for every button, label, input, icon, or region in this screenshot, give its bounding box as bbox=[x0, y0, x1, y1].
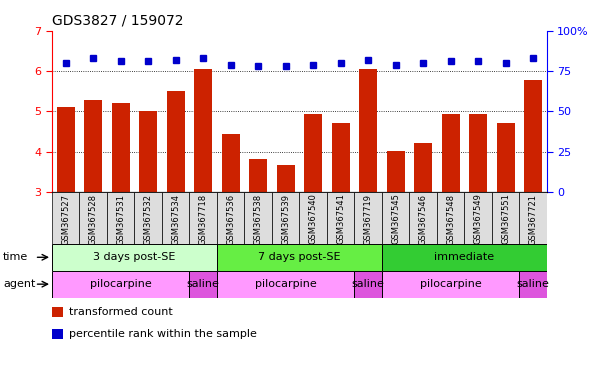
Text: saline: saline bbox=[187, 279, 219, 289]
Text: GSM367528: GSM367528 bbox=[89, 194, 98, 245]
Bar bbox=[52, 271, 189, 298]
Bar bbox=[359, 70, 377, 192]
Text: 7 days post-SE: 7 days post-SE bbox=[258, 252, 341, 262]
Text: pilocarpine: pilocarpine bbox=[420, 279, 481, 289]
Bar bbox=[519, 271, 547, 298]
Bar bbox=[277, 165, 295, 192]
Bar bbox=[52, 306, 63, 317]
Text: saline: saline bbox=[517, 279, 549, 289]
Text: pilocarpine: pilocarpine bbox=[90, 279, 152, 289]
Bar bbox=[194, 69, 212, 192]
Bar bbox=[442, 114, 459, 192]
Text: saline: saline bbox=[352, 279, 384, 289]
Text: pilocarpine: pilocarpine bbox=[255, 279, 316, 289]
Text: GSM367536: GSM367536 bbox=[226, 194, 235, 245]
Bar bbox=[414, 143, 432, 192]
Bar bbox=[217, 271, 354, 298]
Text: GSM367540: GSM367540 bbox=[309, 194, 318, 245]
Bar bbox=[327, 192, 354, 244]
Text: GSM367531: GSM367531 bbox=[116, 194, 125, 245]
Text: GSM367534: GSM367534 bbox=[171, 194, 180, 245]
Bar bbox=[244, 192, 272, 244]
Bar bbox=[354, 192, 382, 244]
Bar bbox=[139, 111, 157, 192]
Text: GSM367545: GSM367545 bbox=[391, 194, 400, 245]
Bar bbox=[134, 192, 162, 244]
Text: GSM367721: GSM367721 bbox=[529, 194, 538, 245]
Text: time: time bbox=[3, 252, 28, 262]
Bar bbox=[387, 151, 404, 192]
Bar bbox=[382, 192, 409, 244]
Bar bbox=[112, 103, 130, 192]
Text: GSM367538: GSM367538 bbox=[254, 194, 263, 245]
Bar bbox=[382, 244, 547, 271]
Bar bbox=[409, 192, 437, 244]
Bar bbox=[304, 114, 322, 192]
Bar bbox=[524, 80, 542, 192]
Text: GSM367549: GSM367549 bbox=[474, 194, 483, 245]
Text: GSM367548: GSM367548 bbox=[446, 194, 455, 245]
Bar bbox=[217, 244, 382, 271]
Bar bbox=[469, 114, 487, 192]
Bar bbox=[52, 244, 217, 271]
Text: GSM367719: GSM367719 bbox=[364, 194, 373, 245]
Bar bbox=[52, 192, 79, 244]
Bar bbox=[162, 192, 189, 244]
Bar bbox=[189, 271, 217, 298]
Bar bbox=[217, 192, 244, 244]
Text: 3 days post-SE: 3 days post-SE bbox=[93, 252, 175, 262]
Bar bbox=[464, 192, 492, 244]
Bar bbox=[382, 271, 519, 298]
Bar bbox=[437, 192, 464, 244]
Bar bbox=[107, 192, 134, 244]
Text: immediate: immediate bbox=[434, 252, 494, 262]
Bar bbox=[167, 91, 185, 192]
Text: GSM367541: GSM367541 bbox=[336, 194, 345, 245]
Bar bbox=[222, 134, 240, 192]
Text: GSM367551: GSM367551 bbox=[501, 194, 510, 245]
Bar bbox=[354, 271, 382, 298]
Text: GSM367718: GSM367718 bbox=[199, 194, 208, 245]
Bar bbox=[332, 123, 349, 192]
Bar bbox=[492, 192, 519, 244]
Text: GSM367532: GSM367532 bbox=[144, 194, 153, 245]
Bar bbox=[52, 329, 63, 339]
Bar bbox=[57, 107, 75, 192]
Bar bbox=[299, 192, 327, 244]
Bar bbox=[497, 122, 514, 192]
Text: GDS3827 / 159072: GDS3827 / 159072 bbox=[52, 13, 183, 27]
Text: percentile rank within the sample: percentile rank within the sample bbox=[69, 329, 257, 339]
Bar bbox=[249, 159, 267, 192]
Text: transformed count: transformed count bbox=[69, 306, 173, 316]
Bar bbox=[272, 192, 299, 244]
Text: GSM367527: GSM367527 bbox=[61, 194, 70, 245]
Bar bbox=[84, 101, 102, 192]
Text: GSM367539: GSM367539 bbox=[281, 194, 290, 245]
Text: agent: agent bbox=[3, 279, 35, 289]
Bar bbox=[189, 192, 217, 244]
Bar bbox=[519, 192, 547, 244]
Bar bbox=[79, 192, 107, 244]
Text: GSM367546: GSM367546 bbox=[419, 194, 428, 245]
